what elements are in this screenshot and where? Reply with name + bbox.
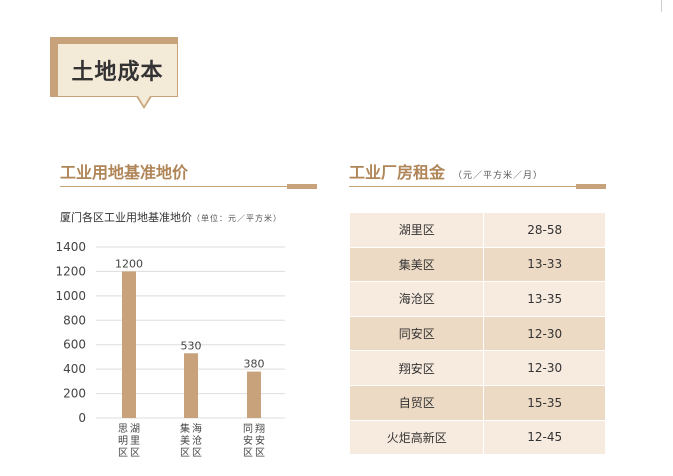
bar <box>122 271 136 418</box>
y-tick-label: 800 <box>63 313 86 327</box>
rent-cell: 12-30 <box>483 315 606 352</box>
district-cell: 同安区 <box>348 315 485 352</box>
category-label-char: 集 <box>180 422 190 435</box>
district-cell: 翔安区 <box>348 350 485 386</box>
category-label-char: 海 <box>192 422 202 435</box>
page-corner-line <box>661 0 673 12</box>
chart-title-text: 厦门各区工业用地基准地价 <box>60 211 192 224</box>
rent-cell: 15-35 <box>483 384 606 421</box>
table-row: 自贸区 15-35 <box>348 384 606 421</box>
rent-heading-text: 工业厂房租金 （元／平方米／月） <box>349 159 543 183</box>
category-label-char: 湖 <box>130 423 140 435</box>
rent-cell: 28-58 <box>483 212 606 248</box>
category-label-char: 同 <box>243 423 253 435</box>
rent-heading: 工业厂房租金 （元／平方米／月） <box>349 157 606 189</box>
category-label-char: 沧 <box>192 434 202 447</box>
rent-heading-label: 工业厂房租金 <box>349 163 446 182</box>
title-badge: 土地成本 <box>50 37 186 111</box>
data-label: 530 <box>181 339 202 352</box>
land-price-bar-chart: 02004006008001000120014001200思明区湖里区530集美… <box>55 240 285 459</box>
category-label-char: 美 <box>180 434 190 447</box>
bar <box>247 371 261 418</box>
land-price-heading: 工业用地基准地价 <box>60 157 317 189</box>
category-label-char: 区 <box>130 447 140 459</box>
district-cell: 海沧区 <box>348 281 485 317</box>
category-label-char: 区 <box>255 447 265 459</box>
rent-cell: 13-35 <box>483 281 606 317</box>
category-label-char: 区 <box>118 447 128 459</box>
heading-accent-bar <box>576 184 606 189</box>
category-label-char: 思 <box>118 423 128 435</box>
data-label: 380 <box>244 358 265 371</box>
page-title: 土地成本 <box>71 60 164 85</box>
table-row: 集美区 13-33 <box>348 246 606 283</box>
table-row: 同安区 12-30 <box>348 315 606 352</box>
bar <box>184 353 198 418</box>
y-tick-label: 0 <box>78 411 86 425</box>
y-tick-label: 1200 <box>55 264 86 278</box>
table-row: 翔安区 12-30 <box>348 350 606 386</box>
chart-title: 厦门各区工业用地基准地价（单位：元／平方米） <box>60 209 282 225</box>
y-tick-label: 1000 <box>55 289 86 303</box>
rent-cell: 12-45 <box>483 419 606 456</box>
rent-cell: 13-33 <box>483 246 606 283</box>
data-label: 1200 <box>115 257 143 270</box>
y-tick-label: 200 <box>63 387 86 401</box>
badge-frame <box>57 43 178 97</box>
table-row: 湖里区 28-58 <box>348 212 606 248</box>
district-cell: 自贸区 <box>348 384 485 421</box>
district-cell: 湖里区 <box>348 212 485 248</box>
district-cell: 集美区 <box>348 246 485 283</box>
category-label-char: 区 <box>243 447 253 459</box>
category-label-char: 里 <box>130 435 140 447</box>
district-cell: 火炬高新区 <box>348 419 485 456</box>
y-tick-label: 600 <box>63 338 86 352</box>
y-tick-label: 1400 <box>55 240 86 254</box>
rent-heading-unit: （元／平方米／月） <box>453 171 544 181</box>
category-label-char: 安 <box>255 434 265 447</box>
rent-cell: 12-30 <box>483 350 606 386</box>
land-price-heading-text: 工业用地基准地价 <box>60 163 189 182</box>
category-label-char: 区 <box>192 447 202 459</box>
category-label-char: 安 <box>243 434 253 447</box>
table-row: 海沧区 13-35 <box>348 281 606 317</box>
rent-table: 湖里区 28-58 集美区 13-33 海沧区 13-35 同安区 12-30 翔安区 12-30… <box>348 212 606 456</box>
category-label-char: 翔 <box>255 422 265 435</box>
table-row: 火炬高新区 12-45 <box>348 419 606 456</box>
chart-title-unit: （单位：元／平方米） <box>192 214 282 223</box>
category-label-char: 明 <box>118 435 128 447</box>
category-label-char: 区 <box>180 447 190 459</box>
y-tick-label: 400 <box>63 362 86 376</box>
heading-accent-bar <box>287 184 317 189</box>
badge-tail <box>138 96 150 106</box>
